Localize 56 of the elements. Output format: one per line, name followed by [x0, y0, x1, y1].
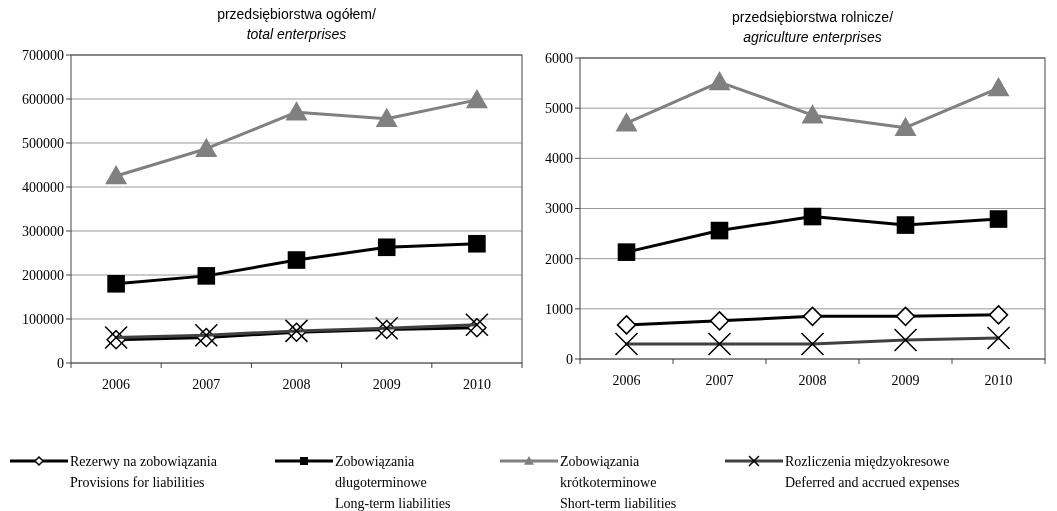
y-tick-label: 300000: [22, 223, 64, 239]
y-tick-label: 0: [566, 351, 573, 367]
point: [287, 251, 306, 269]
chart-title: przedsiębiorstwa rolnicze/ agriculture enterprises: [731, 9, 894, 45]
point: [468, 234, 486, 253]
y-tick-label: 3000: [545, 201, 573, 217]
point: [708, 71, 731, 91]
x-tick-label: 2006: [612, 373, 641, 388]
y-tick-label: 700000: [22, 47, 64, 63]
y-tick-label: 2000: [545, 251, 573, 267]
point: [988, 305, 1009, 325]
point: [894, 116, 917, 136]
point: [801, 104, 824, 124]
y-tick-label: 5000: [545, 101, 573, 117]
point: [617, 243, 636, 261]
y-tick-label: 6000: [545, 50, 573, 66]
y-tick-label: 4000: [545, 151, 573, 167]
y-tick-label: 200000: [22, 267, 64, 283]
legend-label: Rozliczenia międzyokresowe Deferred and accrued expenses: [785, 454, 960, 490]
point: [465, 88, 488, 109]
y-tick-label: 0: [57, 355, 64, 371]
point: [285, 101, 308, 121]
chart-title: przedsiębiorstwa ogółem/ total enterprises: [217, 6, 376, 42]
point: [896, 216, 915, 234]
point: [195, 137, 218, 157]
point: [377, 238, 396, 257]
x-tick-label: 2007: [705, 373, 734, 388]
point: [197, 267, 216, 285]
x-tick-label: 2008: [798, 373, 827, 388]
x-tick-label: 2008: [282, 377, 311, 392]
x-tick-label: 2009: [891, 373, 920, 388]
x-tick-label: 2010: [984, 373, 1013, 388]
x-tick-label: 2010: [462, 377, 491, 392]
point: [105, 165, 128, 185]
point: [107, 275, 125, 293]
legend-label: Rezerwy na zobowiązania Provisions for liabilities: [70, 454, 218, 490]
y-tick-label: 1000: [545, 301, 573, 317]
point: [616, 315, 637, 335]
legend-label: Zobowiązania długoterminowe Long-term liabilities: [335, 454, 451, 511]
point: [987, 77, 1010, 97]
y-tick-label: 400000: [22, 179, 64, 195]
y-tick-label: 600000: [22, 91, 64, 107]
point: [989, 210, 1008, 228]
x-tick-label: 2006: [102, 377, 131, 392]
x-tick-label: 2007: [192, 377, 221, 392]
y-tick-label: 500000: [22, 135, 64, 151]
y-tick-label: 100000: [22, 311, 64, 327]
x-tick-label: 2009: [372, 377, 401, 392]
point: [802, 306, 823, 327]
point: [895, 306, 916, 327]
point: [803, 207, 822, 226]
point: [710, 221, 729, 240]
legend-label: Zobowiązania krótkoterminowe Short-term liabilities: [560, 454, 677, 511]
point: [375, 107, 398, 128]
point: [615, 112, 638, 132]
point: [709, 311, 730, 331]
